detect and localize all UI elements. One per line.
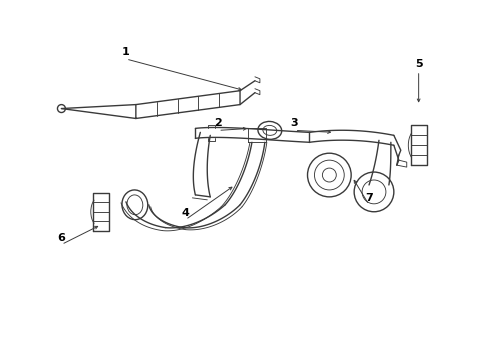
Text: 1: 1	[122, 47, 130, 57]
Text: 6: 6	[57, 233, 65, 243]
Text: 7: 7	[365, 193, 373, 203]
Text: 4: 4	[181, 208, 190, 218]
Text: 3: 3	[291, 118, 298, 129]
Text: 5: 5	[415, 59, 422, 69]
Text: 2: 2	[214, 118, 222, 129]
